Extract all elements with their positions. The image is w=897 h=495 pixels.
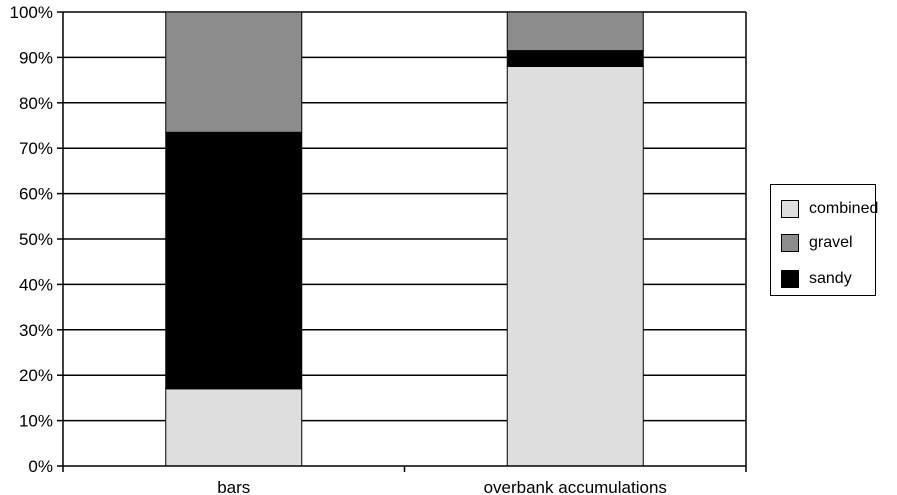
bar-segment-sandy bbox=[506, 50, 644, 67]
legend-label-gravel: gravel bbox=[809, 234, 853, 251]
x-tick-label: bars bbox=[217, 478, 250, 495]
bar-segment-sandy bbox=[165, 131, 303, 390]
y-tick-label: 10% bbox=[19, 412, 53, 431]
y-tick-label: 40% bbox=[19, 275, 53, 294]
bar-segment-gravel bbox=[165, 11, 303, 133]
bar-segment-combined bbox=[165, 388, 303, 467]
y-tick-label: 0% bbox=[28, 457, 53, 476]
legend-swatch-gravel bbox=[781, 234, 799, 252]
x-tick-label: overbank accumulations bbox=[484, 478, 667, 495]
y-tick-label: 50% bbox=[19, 230, 53, 249]
legend-label-combined: combined bbox=[809, 200, 879, 217]
y-tick-label: 90% bbox=[19, 48, 53, 67]
y-tick-label: 30% bbox=[19, 321, 53, 340]
legend: combined gravel sandy bbox=[770, 184, 878, 296]
legend-swatch-sandy bbox=[781, 270, 799, 288]
y-tick-label: 60% bbox=[19, 185, 53, 204]
legend-item-gravel: gravel bbox=[781, 233, 853, 253]
bar-segment-gravel bbox=[506, 11, 644, 52]
y-tick-label: 20% bbox=[19, 366, 53, 385]
legend-label-sandy: sandy bbox=[809, 270, 852, 287]
y-tick-label: 100% bbox=[10, 3, 53, 22]
bar-segment-combined bbox=[506, 65, 644, 467]
legend-item-sandy: sandy bbox=[781, 269, 852, 289]
y-tick-label: 70% bbox=[19, 139, 53, 158]
legend-item-combined: combined bbox=[781, 199, 878, 219]
legend-swatch-combined bbox=[781, 200, 799, 218]
y-tick-label: 80% bbox=[19, 94, 53, 113]
